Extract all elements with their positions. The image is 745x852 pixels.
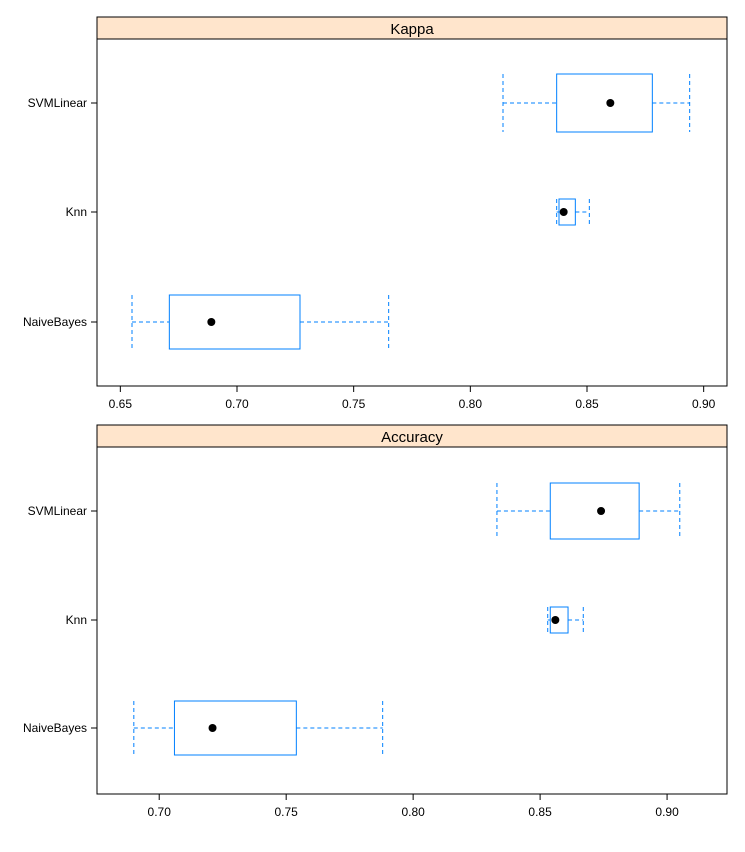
accuracy-median-dot-1 [551, 616, 560, 624]
kappa-category-label-1: Knn [66, 205, 87, 219]
kappa-iqr-rect-1 [558, 198, 576, 226]
accuracy-plot-frame [96, 446, 728, 795]
accuracy-panel: Accuracy SVMLinear Knn NaiveBayes 0.70 0.75… [23, 424, 728, 819]
accuracy-category-label-2: NaiveBayes [23, 721, 87, 735]
accuracy-xtick-label-1: 0.75 [274, 805, 298, 819]
kappa-median-dot-1 [559, 208, 568, 216]
kappa-median-dot-0 [606, 99, 615, 107]
kappa-box-0 [502, 73, 691, 133]
kappa-box-1 [556, 198, 590, 226]
accuracy-strip-title: Accuracy [381, 429, 443, 446]
accuracy-iqr-rect-1 [549, 606, 569, 634]
accuracy-category-label-0: SVMLinear [28, 504, 87, 518]
accuracy-category-label-1: Knn [66, 613, 87, 627]
accuracy-box-1 [547, 606, 584, 634]
kappa-xtick-label-1: 0.70 [225, 397, 249, 411]
accuracy-box-2 [133, 700, 384, 756]
kappa-strip-title: Kappa [390, 21, 434, 38]
kappa-median-dot-2 [207, 318, 216, 326]
kappa-xtick-label-2: 0.75 [342, 397, 366, 411]
accuracy-xtick-label-3: 0.85 [528, 805, 552, 819]
kappa-xtick-label-5: 0.90 [692, 397, 716, 411]
kappa-xtick-label-3: 0.80 [459, 397, 483, 411]
kappa-plot-frame [96, 38, 728, 387]
kappa-xtick-label-4: 0.85 [575, 397, 599, 411]
accuracy-iqr-rect-0 [549, 482, 640, 540]
accuracy-median-dot-2 [208, 724, 217, 732]
kappa-iqr-rect-2 [168, 294, 301, 350]
kappa-box-2 [131, 294, 390, 350]
accuracy-box-0 [496, 482, 681, 540]
kappa-category-label-0: SVMLinear [28, 96, 87, 110]
accuracy-median-dot-0 [597, 507, 606, 515]
accuracy-xtick-label-4: 0.90 [655, 805, 679, 819]
accuracy-xtick-label-0: 0.70 [148, 805, 172, 819]
kappa-iqr-rect-0 [556, 73, 653, 133]
accuracy-iqr-rect-2 [173, 700, 297, 756]
kappa-panel: Kappa SVMLinear Knn NaiveBayes 0.65 0.70 0.7… [23, 16, 728, 411]
kappa-category-label-2: NaiveBayes [23, 315, 87, 329]
accuracy-xtick-label-2: 0.80 [401, 805, 425, 819]
kappa-xtick-label-0: 0.65 [109, 397, 133, 411]
